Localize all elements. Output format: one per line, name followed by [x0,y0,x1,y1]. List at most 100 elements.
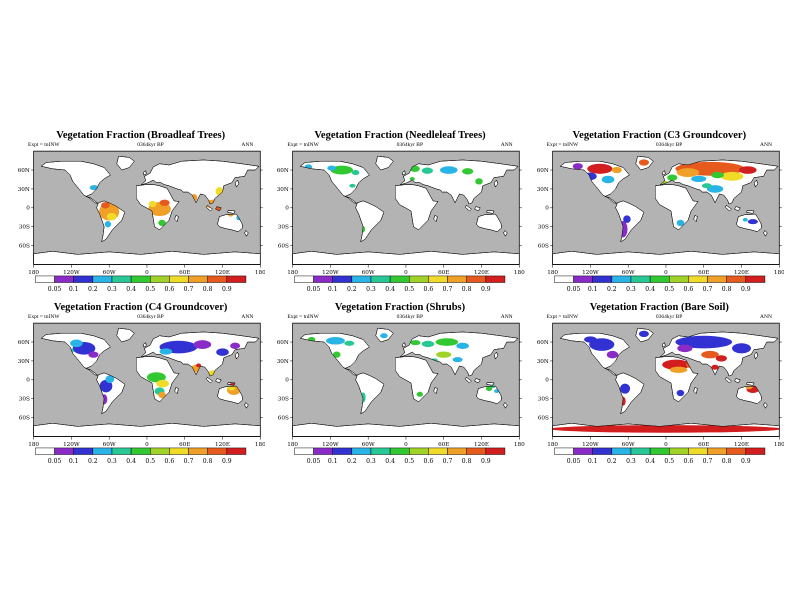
data-layer [304,164,484,233]
lat-tick-label: 0 [26,206,30,212]
lat-tick-label: 0 [545,378,549,384]
season-label: ANN [760,313,772,320]
lon-tick-label: 60E [698,270,709,274]
lon-tick-label: 120W [322,442,339,446]
colorbar-segment [668,447,689,455]
colorbar-label: 0.05 [307,286,321,293]
lat-tick-label: 30N [536,359,548,365]
colorbar: 0.05 0.1 0.2 0.3 0.4 0.5 0.6 0.7 0.8 0.9 [294,447,506,465]
lon-tick-label: 120W [63,442,80,446]
lon-tick-label: 180 [514,442,524,446]
lon-tick-label: 120W [582,270,599,274]
lon-tick-label: 60E [438,442,449,446]
colorbar-label: 0.2 [607,286,617,293]
data-layer [552,330,779,433]
colorbar-label: 0.1 [69,286,79,293]
lon-tick-label: 0 [145,442,149,446]
lon-tick-label: 60W [103,270,116,274]
colorbar-label: 0.1 [587,458,597,465]
colorbar-segment [428,275,449,283]
colorbar-segment [54,275,74,283]
colorbar-segment [611,275,631,283]
lon-tick-label: 0 [145,270,149,274]
coastline-layer [33,156,261,265]
figure-grid: Vegetation Fraction (Broadleaf Trees) Ex… [16,130,784,466]
colorbar-segment [35,447,55,455]
colorbar-label: 0.3 [366,286,376,293]
colorbar-segment [726,275,746,283]
colorbar-label: 0.7 [443,458,453,465]
lat-tick-label: 30N [277,359,289,365]
lat-tick-label: 60S [19,415,30,421]
panel-broadleaf-trees: Vegetation Fraction (Broadleaf Trees) Ex… [16,130,266,294]
colorbar-segment [313,447,334,455]
lon-tick-label: 120E [734,442,749,446]
colorbar-label: 0.3 [107,458,117,465]
panel-title: Vegetation Fraction (Broadleaf Trees) [56,130,226,141]
lat-tick-label: 60S [537,244,548,250]
panel-title: Vegetation Fraction (C3 Groundcover) [572,130,747,141]
lon-tick-label: 120E [474,270,489,274]
colorbar-segment [668,275,689,283]
colorbar: 0.05 0.1 0.2 0.3 0.4 0.5 0.6 0.7 0.8 0.9 [553,447,765,465]
experiment-label: Expt = tnINW [28,313,60,320]
colorbar-segment [226,275,247,283]
colorbar-segment [351,447,372,455]
lat-tick-label: 30N [18,359,30,365]
colorbar-segment [466,275,487,283]
colorbar-label: 0.1 [587,286,597,293]
colorbar-segment [485,275,506,283]
colorbar-segment [226,447,247,455]
colorbar-segment [130,447,151,455]
colorbar-segment [553,275,574,283]
world-map: 60N 30N 0 30S 60S 180 120W 60W 0 60E 120E 180 [536,322,784,446]
colorbar-label: 0.3 [626,458,636,465]
panel-header: Expt = tnINW 0364kyr BP ANN [16,142,265,148]
colorbar-label: 0.5 [145,458,155,465]
colorbar-label: 0.2 [88,458,98,465]
colorbar-label: 0.7 [702,458,712,465]
colorbar-label: 0.9 [481,286,491,293]
lat-tick-label: 60S [537,415,548,421]
lon-tick-label: 60W [362,442,375,446]
colorbar-label: 0.9 [222,286,232,293]
lat-tick-label: 0 [286,378,290,384]
colorbar: 0.05 0.1 0.2 0.3 0.4 0.5 0.6 0.7 0.8 0.9 [35,447,247,465]
panel-header: Expt = tnINW 0364kyr BP ANN [535,314,784,320]
lat-tick-label: 60N [536,340,548,346]
lon-tick-label: 0 [664,270,668,274]
time-label: 0364kyr BP [396,142,423,148]
colorbar-label: 0.6 [165,458,175,465]
colorbar-label: 0.7 [184,458,194,465]
colorbar-segment [149,275,170,283]
lon-tick-label: 60E [179,442,190,446]
colorbar-label: 0.4 [386,286,396,293]
experiment-label: Expt = tnINW [287,142,319,148]
colorbar-segment [313,275,334,283]
colorbar-segment [92,275,113,283]
colorbar-segment [130,275,151,283]
colorbar-label: 0.05 [566,286,580,293]
colorbar-label: 0.7 [184,286,194,293]
season-label: ANN [500,142,513,148]
colorbar-label: 0.7 [443,286,453,293]
colorbar-segment [188,275,208,283]
colorbar-segment [73,275,94,283]
colorbar-segment [169,275,189,283]
colorbar-segment [207,447,228,455]
time-label: 0364kyr BP [655,313,683,320]
colorbar-label: 0.2 [347,286,357,293]
lon-tick-label: 180 [288,270,299,274]
colorbar-label: 0.1 [328,458,338,465]
lon-tick-label: 180 [514,270,524,274]
colorbar-segment [332,447,353,455]
colorbar-label: 0.2 [607,458,617,465]
panel-shrubs: Vegetation Fraction (Shrubs) Expt = tnIN… [275,302,525,466]
colorbar-label: 0.5 [664,458,674,465]
colorbar-segment [294,275,315,283]
lat-tick-label: 60S [278,415,289,421]
colorbar-label: 0.3 [626,286,636,293]
colorbar-label: 0.9 [222,458,232,465]
colorbar-segment [447,275,468,283]
colorbar-segment [466,447,487,455]
